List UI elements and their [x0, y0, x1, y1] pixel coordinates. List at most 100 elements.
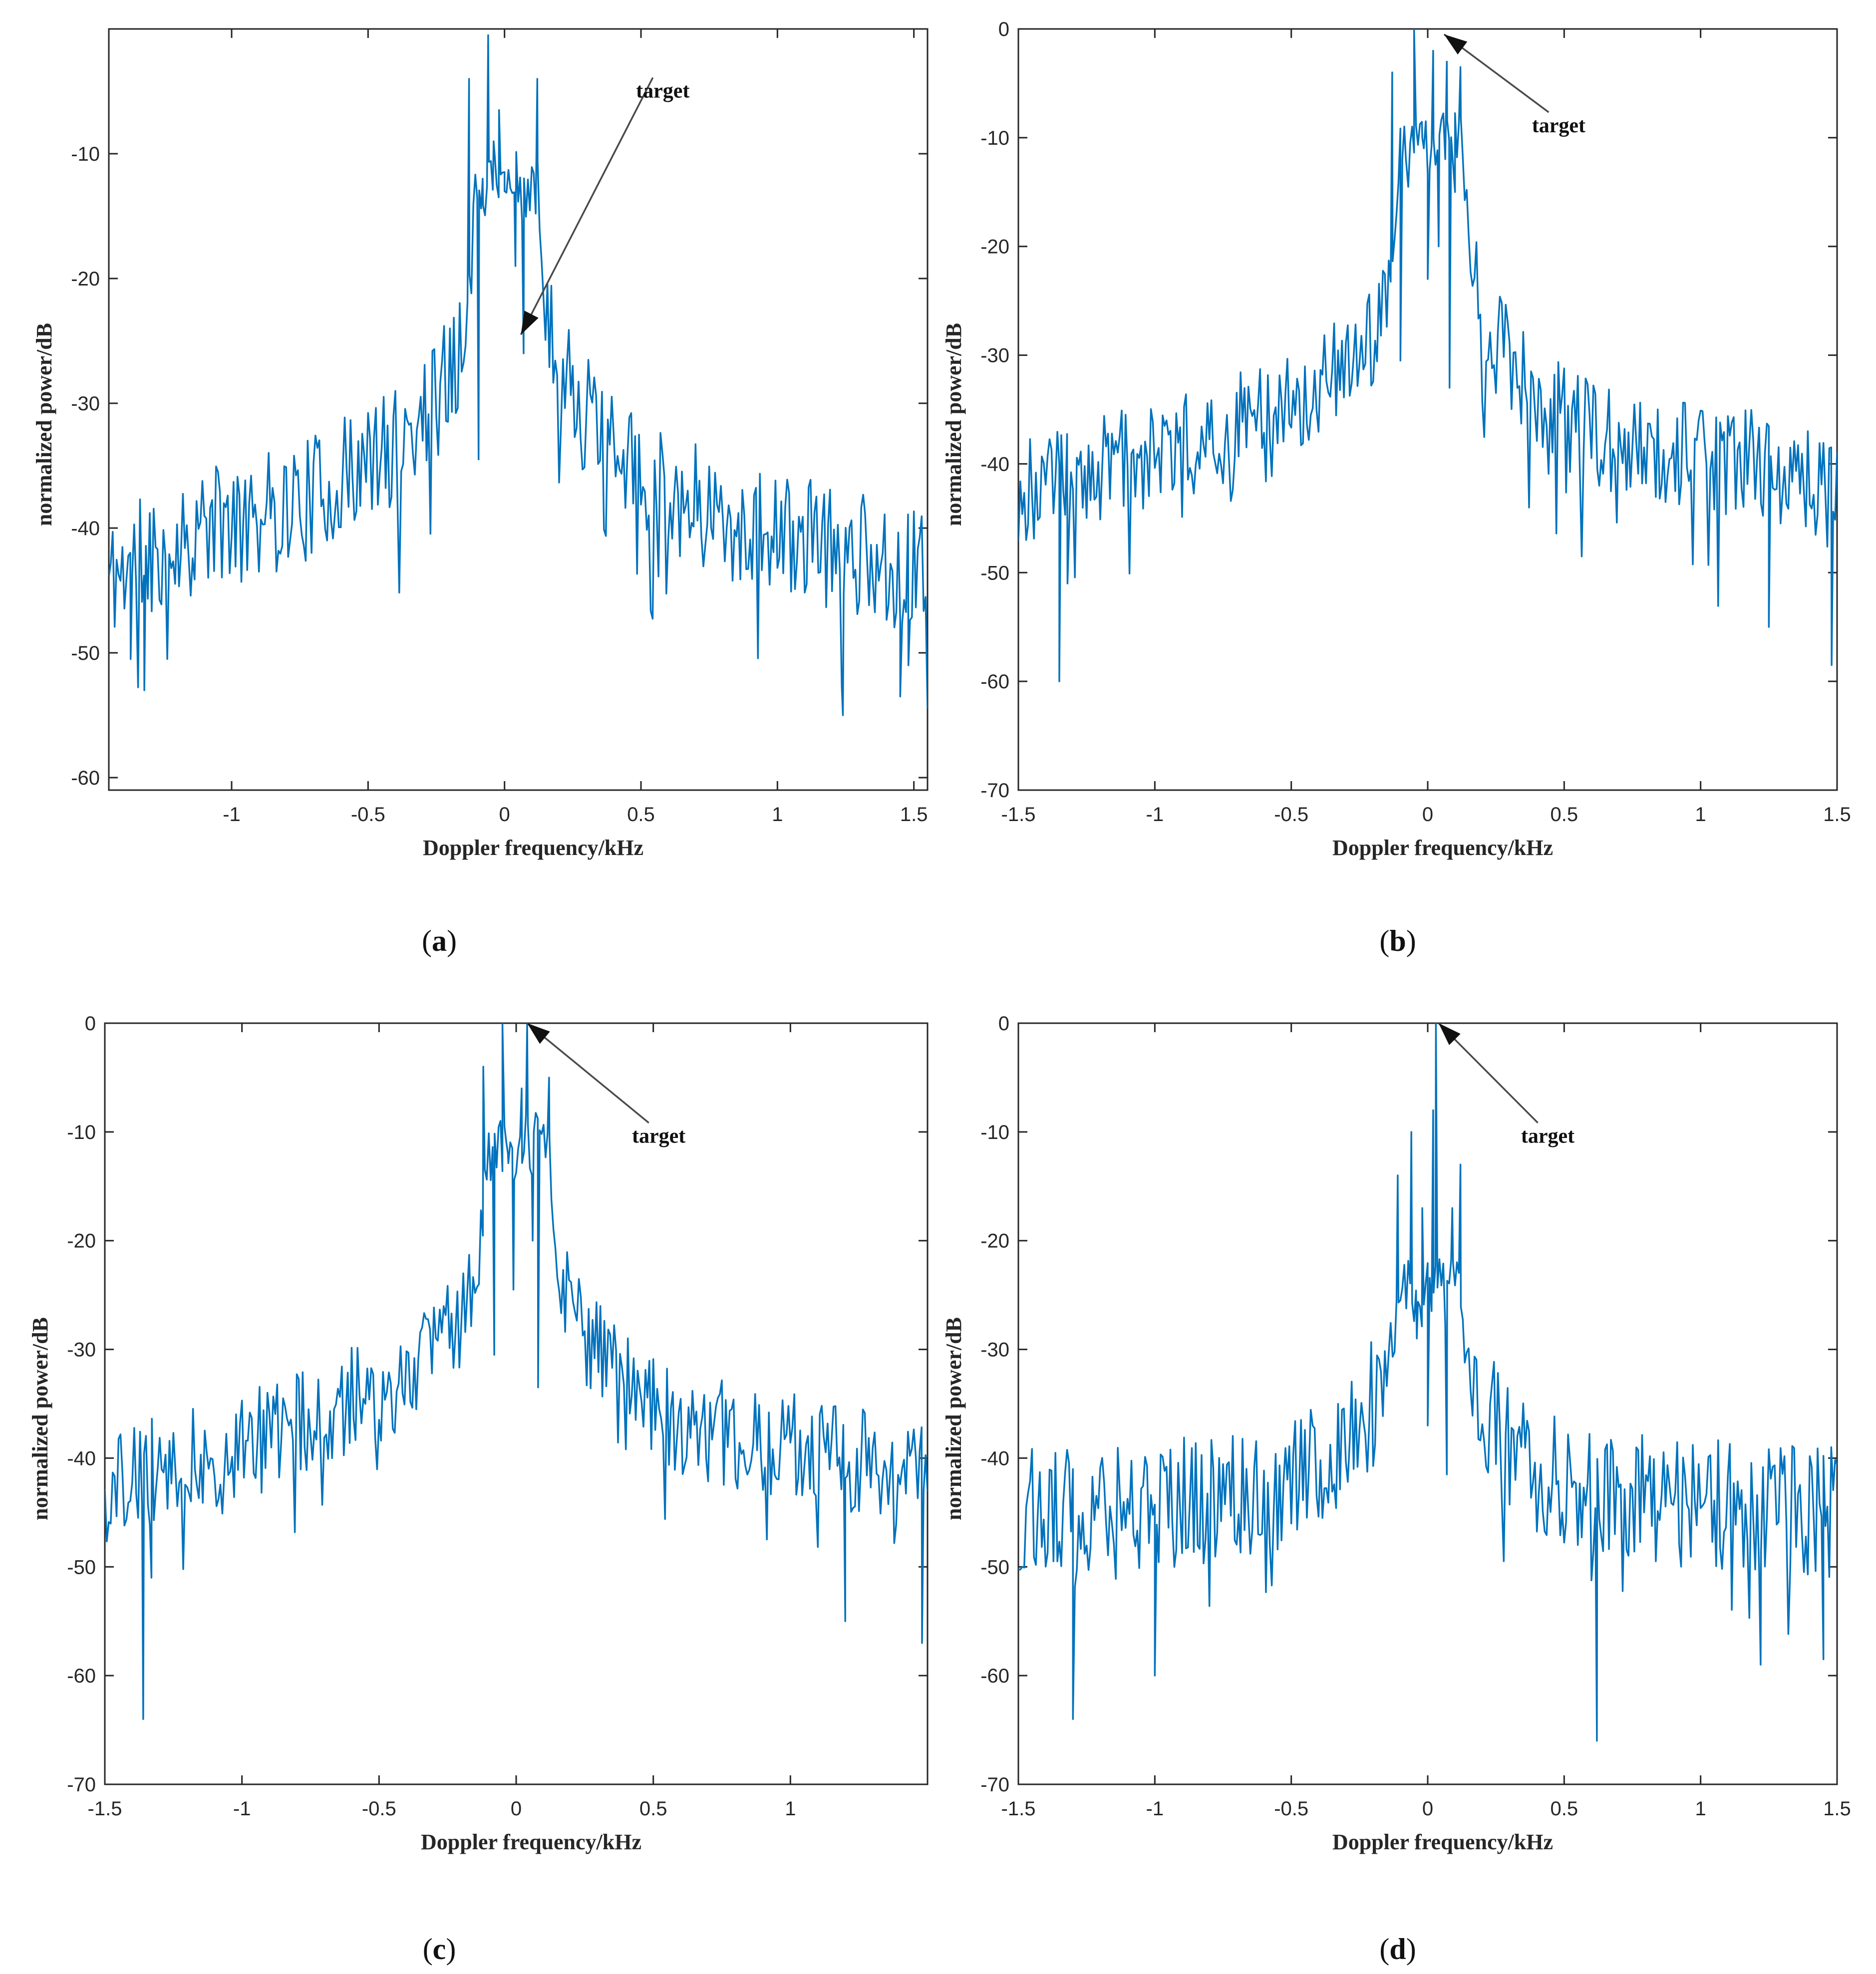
x-tick-label: -0.5 — [1274, 1798, 1308, 1820]
caption-close-paren: ) — [1406, 1933, 1416, 1966]
x-tick-label: -0.5 — [351, 804, 385, 826]
annotation-target-label: target — [1532, 114, 1585, 137]
axes-box — [1017, 28, 1838, 791]
chart-panel-c: -1.5 -1 -0.5 0 0.5 1 -70 -60 -50 -40 -30 -20 -10 0 tar… — [28, 1013, 929, 1966]
y-tick-label: -60 — [980, 671, 1009, 693]
y-tick-label: -40 — [980, 1447, 1009, 1469]
y-tick-label: -50 — [980, 1556, 1009, 1578]
x-tick-label: 1 — [1695, 1798, 1706, 1820]
caption-close-paren: ) — [447, 924, 457, 957]
y-axis-title: normalized power/dB — [941, 323, 966, 526]
y-tick-label: -10 — [980, 1122, 1009, 1143]
y-tick-label: -50 — [71, 642, 100, 664]
annotation-target-label: target — [632, 1125, 685, 1148]
chart-panel-b: -1.5 -1 -0.5 0 0.5 1 1.5 -70 -60 -50 -40 -30 -20 -10 0… — [941, 18, 1851, 957]
series-line-normalized-power — [1018, 1023, 1837, 1742]
caption-open-paren: ( — [1379, 924, 1389, 957]
caption-letter: a — [432, 924, 447, 957]
y-tick-label: -30 — [980, 345, 1009, 367]
annotation-arrow — [526, 1022, 649, 1124]
y-tick-label: -10 — [980, 127, 1009, 149]
y-tick-label: -60 — [67, 1665, 96, 1687]
x-tick-label: -1 — [1146, 1798, 1164, 1820]
y-tick-label: -70 — [980, 780, 1009, 802]
x-tick-label: 1.5 — [900, 804, 928, 826]
panel-caption: (d) — [1379, 1933, 1416, 1966]
x-tick-label: -1 — [223, 804, 241, 826]
panel-caption: (b) — [1379, 924, 1416, 957]
x-tick-label: 0 — [511, 1798, 522, 1820]
x-tick-label: 1 — [785, 1798, 796, 1820]
chart-panel-d: -1.5 -1 -0.5 0 0.5 1 1.5 -70 -60 -50 -40 -30 -20 -10 0… — [941, 1013, 1851, 1966]
y-tick-label: -70 — [67, 1774, 96, 1796]
annotation-arrow — [1438, 1022, 1539, 1124]
series-line-normalized-power — [1018, 29, 1837, 682]
y-tick-label: 0 — [998, 18, 1009, 40]
x-tick-label: -1 — [1146, 804, 1164, 826]
x-tick-label: 0.5 — [627, 804, 655, 826]
y-tick-label: -40 — [71, 518, 100, 540]
caption-open-paren: ( — [1379, 1933, 1389, 1966]
x-tick-label: -1.5 — [1001, 1798, 1036, 1820]
x-tick-label: 0.5 — [1551, 1798, 1578, 1820]
x-tick-label: -1.5 — [1001, 804, 1036, 826]
y-tick-label: -10 — [71, 143, 100, 165]
x-tick-label: 1 — [772, 804, 783, 826]
x-tick-label: 1 — [1695, 804, 1706, 826]
axes-box — [108, 28, 929, 791]
caption-open-paren: ( — [422, 924, 432, 957]
annotation-arrowhead — [1444, 34, 1468, 55]
y-axis-title: normalized power/dB — [32, 323, 56, 526]
y-tick-label: -10 — [67, 1122, 96, 1143]
y-tick-label: -40 — [67, 1447, 96, 1469]
annotation-arrowhead — [1438, 1023, 1461, 1045]
x-tick-label: -1 — [233, 1798, 251, 1820]
series-line-normalized-power — [105, 1023, 928, 1720]
y-tick-label: -20 — [980, 236, 1009, 258]
y-tick-label: -20 — [71, 268, 100, 290]
y-tick-label: -50 — [980, 562, 1009, 584]
y-tick-label: -50 — [67, 1556, 96, 1578]
y-tick-label: -30 — [980, 1339, 1009, 1361]
caption-letter: d — [1389, 1933, 1406, 1966]
x-tick-label: 0 — [1422, 804, 1433, 826]
caption-letter: c — [433, 1933, 446, 1966]
x-tick-label: -0.5 — [362, 1798, 396, 1820]
panel-caption: (c) — [423, 1933, 456, 1966]
y-axis-title: normalized power/dB — [941, 1317, 966, 1520]
x-tick-label: -1.5 — [88, 1798, 122, 1820]
annotation-arrow — [520, 77, 654, 335]
y-tick-label: -60 — [71, 767, 100, 789]
y-tick-label: -30 — [67, 1339, 96, 1361]
y-tick-label: -20 — [980, 1230, 1009, 1252]
y-tick-label: 0 — [998, 1013, 1009, 1035]
annotation-target-label: target — [636, 80, 689, 103]
x-tick-label: 0.5 — [1551, 804, 1578, 826]
caption-open-paren: ( — [423, 1933, 433, 1966]
y-tick-label: 0 — [85, 1013, 96, 1035]
annotation-arrowhead — [527, 1023, 550, 1044]
caption-close-paren: ) — [446, 1933, 456, 1966]
y-tick-label: -70 — [980, 1774, 1009, 1796]
axes-box — [104, 1022, 929, 1785]
x-tick-label: 0 — [1422, 1798, 1433, 1820]
x-tick-label: 1.5 — [1823, 804, 1851, 826]
y-tick-label: -40 — [980, 453, 1009, 475]
x-tick-label: 0 — [499, 804, 510, 826]
annotation-arrowhead — [521, 310, 539, 335]
y-axis-title: normalized power/dB — [28, 1317, 52, 1520]
panel-caption: (a) — [422, 924, 457, 957]
x-axis-title: Doppler frequency/kHz — [1332, 1830, 1553, 1854]
y-tick-label: -60 — [980, 1665, 1009, 1687]
caption-letter: b — [1389, 924, 1406, 957]
caption-close-paren: ) — [1406, 924, 1416, 957]
x-tick-label: 0.5 — [639, 1798, 667, 1820]
x-tick-label: 1.5 — [1823, 1798, 1851, 1820]
y-tick-label: -30 — [71, 393, 100, 415]
x-tick-label: -0.5 — [1274, 804, 1308, 826]
x-axis-title: Doppler frequency/kHz — [1332, 836, 1553, 860]
annotation-target-label: target — [1521, 1125, 1574, 1148]
series-line-normalized-power — [109, 34, 928, 716]
chart-panel-a: -1 -0.5 0 0.5 1 1.5 -60 -50 -40 -30 -20 -10 target Do… — [32, 28, 929, 957]
